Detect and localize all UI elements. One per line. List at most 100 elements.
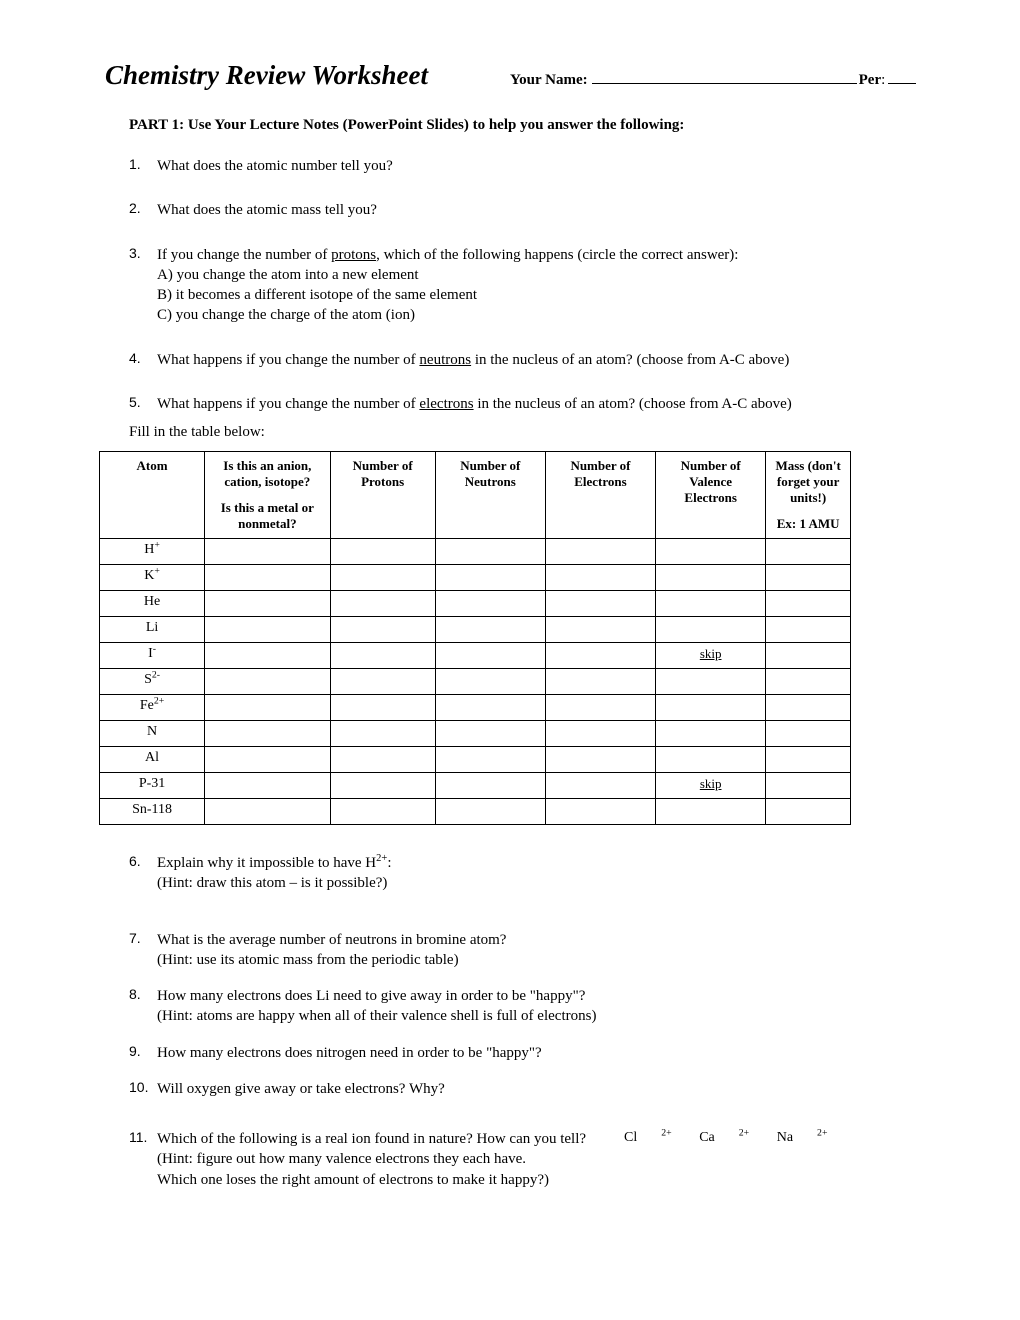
blank-cell[interactable] bbox=[205, 643, 331, 669]
blank-cell[interactable] bbox=[205, 591, 331, 617]
blank-cell[interactable] bbox=[435, 643, 545, 669]
table-row: Sn-118 bbox=[100, 799, 851, 825]
name-label: Your Name: bbox=[510, 72, 588, 89]
question-number: 6. bbox=[129, 853, 157, 894]
blank-cell[interactable] bbox=[545, 669, 655, 695]
mass-cell[interactable] bbox=[766, 539, 851, 565]
question-4: 4. What happens if you change the number… bbox=[105, 350, 930, 370]
mass-cell[interactable] bbox=[766, 747, 851, 773]
table-row: Fe2+ bbox=[100, 695, 851, 721]
option-a: A) you change the atom into a new elemen… bbox=[157, 267, 419, 283]
blank-cell[interactable] bbox=[435, 695, 545, 721]
mass-cell[interactable] bbox=[766, 669, 851, 695]
blank-cell[interactable] bbox=[205, 773, 331, 799]
blank-cell[interactable] bbox=[205, 799, 331, 825]
atom-cell: Sn-118 bbox=[100, 799, 205, 825]
atom-cell: He bbox=[100, 591, 205, 617]
ion-na: Na2+ bbox=[777, 1130, 828, 1145]
blank-cell[interactable] bbox=[330, 721, 435, 747]
blank-cell[interactable] bbox=[435, 591, 545, 617]
blank-cell[interactable] bbox=[545, 799, 655, 825]
name-blank[interactable] bbox=[592, 70, 857, 84]
blank-cell[interactable] bbox=[435, 773, 545, 799]
atom-cell: N bbox=[100, 721, 205, 747]
blank-cell[interactable] bbox=[330, 747, 435, 773]
blank-cell[interactable] bbox=[545, 591, 655, 617]
fill-table-label: Fill in the table below: bbox=[129, 424, 930, 441]
blank-cell[interactable] bbox=[330, 773, 435, 799]
blank-cell[interactable] bbox=[435, 617, 545, 643]
blank-cell[interactable] bbox=[435, 565, 545, 591]
valence-cell[interactable] bbox=[656, 747, 766, 773]
blank-cell[interactable] bbox=[205, 747, 331, 773]
blank-cell[interactable] bbox=[330, 617, 435, 643]
questions-top: 1. What does the atomic number tell you?… bbox=[105, 156, 930, 414]
mass-cell[interactable] bbox=[766, 773, 851, 799]
valence-cell[interactable] bbox=[656, 591, 766, 617]
blank-cell[interactable] bbox=[435, 799, 545, 825]
valence-cell[interactable] bbox=[656, 721, 766, 747]
blank-cell[interactable] bbox=[545, 721, 655, 747]
table-row: Al bbox=[100, 747, 851, 773]
table-body: H+K+HeLiI-skipS2-Fe2+NAlP-31skipSn-118 bbox=[100, 539, 851, 825]
mass-cell[interactable] bbox=[766, 643, 851, 669]
blank-cell[interactable] bbox=[205, 721, 331, 747]
blank-cell[interactable] bbox=[330, 643, 435, 669]
blank-cell[interactable] bbox=[435, 721, 545, 747]
per-blank[interactable] bbox=[888, 70, 916, 84]
blank-cell[interactable] bbox=[330, 695, 435, 721]
question-number: 8. bbox=[129, 986, 157, 1027]
mass-cell[interactable] bbox=[766, 695, 851, 721]
option-c: C) you change the charge of the atom (io… bbox=[157, 307, 415, 323]
valence-cell[interactable] bbox=[656, 669, 766, 695]
mass-cell[interactable] bbox=[766, 591, 851, 617]
blank-cell[interactable] bbox=[435, 747, 545, 773]
valence-cell[interactable] bbox=[656, 617, 766, 643]
valence-cell[interactable] bbox=[656, 539, 766, 565]
blank-cell[interactable] bbox=[205, 617, 331, 643]
mass-cell[interactable] bbox=[766, 721, 851, 747]
question-9: 9. How many electrons does nitrogen need… bbox=[105, 1043, 930, 1063]
blank-cell[interactable] bbox=[330, 565, 435, 591]
mass-cell[interactable] bbox=[766, 565, 851, 591]
valence-cell[interactable] bbox=[656, 695, 766, 721]
blank-cell[interactable] bbox=[435, 539, 545, 565]
table-header: Atom Is this an anion, cation, isotope? … bbox=[100, 452, 851, 539]
question-text: Will oxygen give away or take electrons?… bbox=[157, 1079, 930, 1099]
blank-cell[interactable] bbox=[205, 539, 331, 565]
question-text: Explain why it impossible to have H2+: (… bbox=[157, 853, 930, 894]
blank-cell[interactable] bbox=[205, 669, 331, 695]
th-atom: Atom bbox=[100, 452, 205, 539]
question-number: 5. bbox=[129, 394, 157, 414]
question-7: 7. What is the average number of neutron… bbox=[105, 930, 930, 971]
question-number: 11. bbox=[129, 1129, 157, 1190]
question-text: What is the average number of neutrons i… bbox=[157, 930, 930, 971]
question-text: If you change the number of protons, whi… bbox=[157, 245, 930, 326]
blank-cell[interactable] bbox=[330, 591, 435, 617]
blank-cell[interactable] bbox=[545, 617, 655, 643]
blank-cell[interactable] bbox=[545, 539, 655, 565]
blank-cell[interactable] bbox=[205, 565, 331, 591]
atom-cell: Al bbox=[100, 747, 205, 773]
question-3: 3. If you change the number of protons, … bbox=[105, 245, 930, 326]
blank-cell[interactable] bbox=[330, 799, 435, 825]
valence-cell[interactable] bbox=[656, 565, 766, 591]
question-text: What happens if you change the number of… bbox=[157, 394, 930, 414]
question-text: How many electrons does nitrogen need in… bbox=[157, 1043, 930, 1063]
blank-cell[interactable] bbox=[545, 695, 655, 721]
valence-cell[interactable] bbox=[656, 799, 766, 825]
blank-cell[interactable] bbox=[330, 669, 435, 695]
question-number: 3. bbox=[129, 245, 157, 326]
blank-cell[interactable] bbox=[435, 669, 545, 695]
blank-cell[interactable] bbox=[545, 747, 655, 773]
mass-cell[interactable] bbox=[766, 799, 851, 825]
blank-cell[interactable] bbox=[545, 643, 655, 669]
blank-cell[interactable] bbox=[330, 539, 435, 565]
blank-cell[interactable] bbox=[545, 773, 655, 799]
worksheet-page: Chemistry Review Worksheet Your Name: Pe… bbox=[0, 0, 1020, 1320]
table-row: N bbox=[100, 721, 851, 747]
question-text: What does the atomic mass tell you? bbox=[157, 200, 930, 220]
mass-cell[interactable] bbox=[766, 617, 851, 643]
blank-cell[interactable] bbox=[545, 565, 655, 591]
blank-cell[interactable] bbox=[205, 695, 331, 721]
